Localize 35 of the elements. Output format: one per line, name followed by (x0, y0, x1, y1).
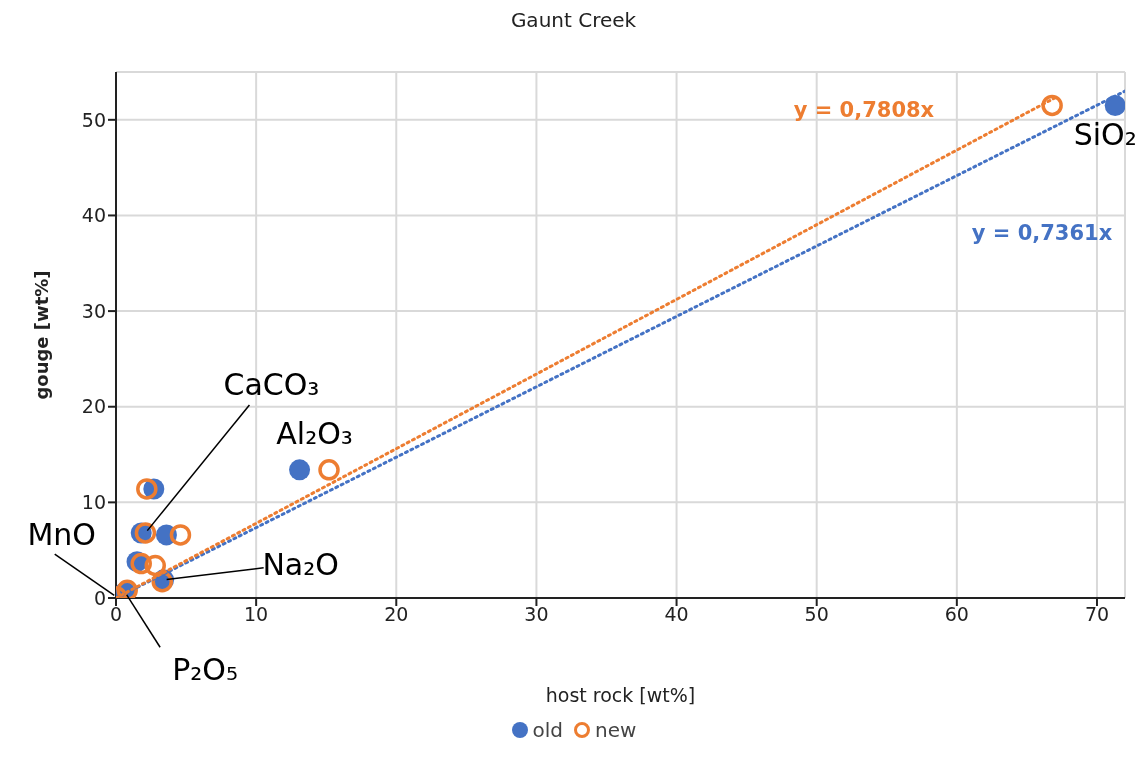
x-axis-title: host rock [wt%] (545, 684, 696, 706)
y-tick-label: 30 (81, 299, 106, 322)
annotation: CaCO₃ (223, 366, 320, 402)
legend-label: new (594, 718, 637, 742)
x-tick-label: 20 (384, 603, 409, 626)
annotation: Na₂O (262, 546, 339, 582)
y-tick-label: 20 (81, 395, 106, 418)
x-tick-label: 70 (1084, 603, 1110, 626)
point (289, 459, 311, 481)
text: y = 0,7361x (971, 221, 1113, 246)
point (318, 459, 340, 481)
y-tick-label: 50 (81, 108, 106, 131)
y-axis-title: gouge [wt%] (31, 270, 53, 400)
x-tick-label: 60 (944, 603, 969, 626)
point (144, 554, 166, 577)
series-label: y = 0,7808x (793, 97, 935, 122)
y-tick-label: 40 (81, 204, 106, 227)
annotation: SiO₂ (1073, 117, 1137, 153)
point (134, 522, 157, 544)
point (1104, 94, 1125, 116)
annotation: MnO (27, 517, 96, 553)
chart-title: Gaunt Creek (509, 8, 638, 34)
point (136, 478, 158, 500)
point (1041, 94, 1063, 117)
annotation: Al₂O₃ (276, 415, 353, 451)
legend-label: old (531, 718, 564, 742)
y-tick-label: 0 (93, 586, 106, 609)
x-tick-label: 40 (664, 603, 689, 626)
y-tick-label: 10 (81, 491, 106, 514)
annotation: P₂O₅ (172, 652, 238, 688)
x-tick-label: 0 (109, 603, 123, 626)
point (169, 524, 192, 546)
x-tick-label: 30 (524, 603, 549, 626)
x-tick-label: 10 (244, 603, 269, 626)
x-tick-label: 50 (804, 603, 829, 626)
